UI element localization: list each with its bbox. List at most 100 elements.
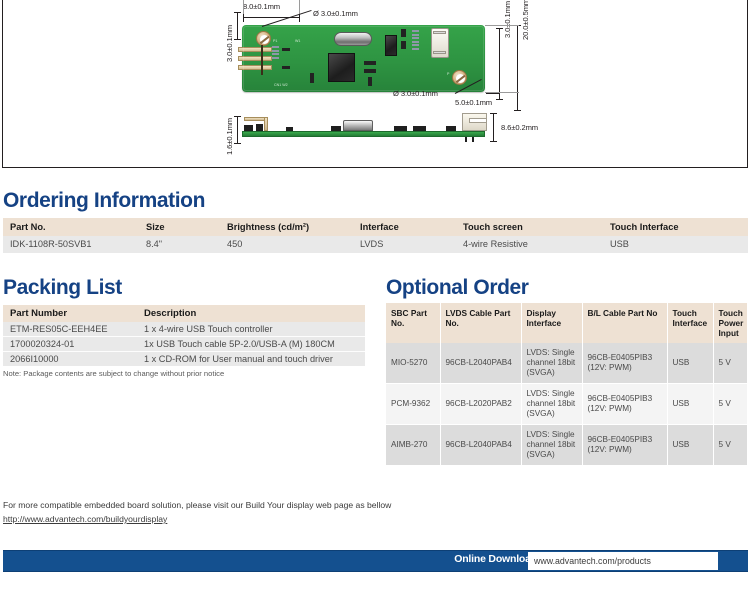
- dim-side-left-tick-top: [234, 116, 241, 117]
- dim-right-inner-tick-bottom: [496, 99, 503, 100]
- dim-right-inner-line: [499, 28, 500, 100]
- cell-pack-part-number: 1700020324-01: [3, 336, 137, 352]
- col-opt-touch-interface: Touch Interface: [667, 303, 714, 344]
- mounting-hole-top-left-icon: [256, 31, 271, 46]
- smd-component-1: [364, 61, 376, 65]
- dim-bottom-right-label: 5.0±0.1mm: [455, 98, 493, 107]
- side-component-1: [244, 125, 253, 131]
- side-component-6: [413, 126, 426, 131]
- col-part-no: Part No.: [3, 218, 139, 236]
- cell-sbc-part-no: PCM-9362: [386, 383, 441, 426]
- oscillator-component: [334, 32, 372, 46]
- cell-bl-cable-part-no: 96CB-E0405PIB3 (12V: PWM): [582, 383, 668, 426]
- table-row: 2066I10000 1 x CD-ROM for User manual an…: [3, 351, 365, 366]
- dim-top-width-tick-left: [243, 13, 244, 22]
- cell-pack-part-number: ETM-RES05C-EEH4EE: [3, 322, 137, 337]
- optional-order-heading: Optional Order: [386, 276, 529, 299]
- side-component-2: [256, 124, 263, 131]
- cell-touch-screen: 4-wire Resistive: [456, 236, 603, 253]
- online-download-field[interactable]: www.advantech.com/products: [528, 552, 718, 570]
- via-column-right: [412, 30, 419, 51]
- ordering-information-table: Part No. Size Brightness (cd/m²) Interfa…: [3, 218, 748, 253]
- smd-component-6: [368, 77, 372, 86]
- side-cable-vertical: [264, 117, 268, 131]
- extension-line-3: [485, 25, 519, 26]
- dim-left-offset-tick-bottom: [234, 39, 241, 40]
- optional-order-table: SBC Part No. LVDS Cable Part No. Display…: [386, 303, 748, 467]
- cell-touch-power-input: 5 V: [713, 343, 748, 385]
- table-row: AIMB-270 96CB-L2040PAB4 LVDS: Single cha…: [386, 424, 748, 467]
- table-row: ETM-RES05C-EEH4EE 1 x 4-wire USB Touch c…: [3, 322, 365, 337]
- dim-right-total-tick-bottom: [514, 110, 521, 111]
- cell-display-interface: LVDS: Single channel 18bit (SVGA): [521, 343, 583, 385]
- smd-component-4: [282, 66, 290, 69]
- ordering-information-heading: Ordering Information: [3, 189, 206, 212]
- packing-list-heading: Packing List: [3, 276, 122, 299]
- table-row: PCM-9362 96CB-L2020PAB2 LVDS: Single cha…: [386, 383, 748, 426]
- col-touch-screen: Touch screen: [456, 218, 603, 236]
- smd-component-7: [401, 29, 406, 37]
- silkscreen-p1: P1: [273, 39, 278, 43]
- silkscreen-cn1: CN1 W2: [274, 83, 288, 87]
- dim-hole-bottom-label: Ø 3.0±0.1mm: [393, 89, 438, 98]
- dim-side-left-line: [237, 116, 238, 144]
- dim-right-total-line: [517, 25, 518, 111]
- dim-top-width-tick-right: [299, 13, 300, 22]
- side-component-7: [446, 126, 456, 131]
- col-pack-description: Description: [137, 305, 365, 322]
- dim-left-offset-label: 3.0±0.1mm: [225, 24, 234, 62]
- cell-lvds-cable-part-no: 96CB-L2040PAB4: [440, 343, 522, 385]
- col-interface: Interface: [353, 218, 456, 236]
- smd-component-5: [310, 73, 314, 83]
- cell-sbc-part-no: MIO-5270: [386, 343, 441, 385]
- dim-side-right-line: [493, 113, 494, 142]
- main-ic-chip: [328, 53, 355, 82]
- col-sbc-part-no: SBC Part No.: [386, 303, 441, 344]
- cell-lvds-cable-part-no: 96CB-L2020PAB2: [440, 383, 522, 426]
- mechanical-drawing-panel: P1 W1 CN1 W2 P 8.0±0.1mm Ø 3.0±0.1mm Ø 3…: [2, 0, 748, 168]
- extension-line-4: [485, 92, 519, 93]
- pad-divider: [261, 45, 263, 75]
- footer-description: For more compatible embedded board solut…: [3, 500, 392, 510]
- col-pack-part-number: Part Number: [3, 305, 137, 322]
- packing-list-table: Part Number Description ETM-RES05C-EEH4E…: [3, 305, 365, 366]
- col-touch-power-input: Touch Power Input: [713, 303, 748, 344]
- online-download-label: Online Download: [454, 553, 537, 565]
- cell-touch-power-input: 5 V: [713, 424, 748, 467]
- cell-lvds-cable-part-no: 96CB-L2040PAB4: [440, 424, 522, 467]
- cell-pack-description: 1 x 4-wire USB Touch controller: [137, 322, 365, 337]
- online-download-url: www.advantech.com/products: [534, 556, 651, 566]
- col-bl-cable-part-no: B/L Cable Part No: [582, 303, 668, 344]
- cell-size: 8.4": [139, 236, 220, 253]
- dim-top-width-line: [243, 17, 300, 18]
- cell-interface: LVDS: [353, 236, 456, 253]
- table-row: IDK-1108R-50SVB1 8.4" 450 LVDS 4-wire Re…: [3, 236, 748, 253]
- cell-opt-touch-interface: USB: [667, 343, 714, 385]
- smd-component-3: [282, 48, 290, 51]
- cell-pack-description: 1x USB Touch cable 5P-2.0/USB-A (M) 180C…: [137, 336, 365, 352]
- cell-sbc-part-no: AIMB-270: [386, 424, 441, 467]
- side-connector-pin-1: [465, 137, 467, 142]
- silkscreen-w1: W1: [295, 39, 301, 43]
- drawing-canvas: P1 W1 CN1 W2 P 8.0±0.1mm Ø 3.0±0.1mm Ø 3…: [3, 0, 747, 167]
- cell-part-no: IDK-1108R-50SVB1: [3, 236, 139, 253]
- dim-bottom-right-line: [486, 93, 500, 94]
- table-row: 1700020324-01 1x USB Touch cable 5P-2.0/…: [3, 336, 365, 352]
- extension-line-2: [299, 0, 300, 14]
- buildyourdisplay-link[interactable]: http://www.advantech.com/buildyourdispla…: [3, 514, 168, 524]
- cell-bl-cable-part-no: 96CB-E0405PIB3 (12V: PWM): [582, 343, 668, 385]
- packing-list-note: Note: Package contents are subject to ch…: [3, 369, 225, 378]
- secondary-ic-chip: [385, 35, 397, 56]
- side-component-5: [394, 126, 407, 131]
- cell-brightness: 450: [220, 236, 353, 253]
- via-column-left: [272, 46, 279, 60]
- cell-pack-description: 1 x CD-ROM for User manual and touch dri…: [137, 351, 365, 366]
- mounting-hole-bottom-right-icon: [452, 70, 467, 85]
- cell-opt-touch-interface: USB: [667, 383, 714, 426]
- pcb-side-view-board: [242, 131, 485, 137]
- white-connector: [431, 28, 449, 58]
- smd-component-2: [364, 69, 376, 73]
- connector-pin-top: [433, 31, 446, 34]
- gold-pad-1: [238, 47, 272, 52]
- col-size: Size: [139, 218, 220, 236]
